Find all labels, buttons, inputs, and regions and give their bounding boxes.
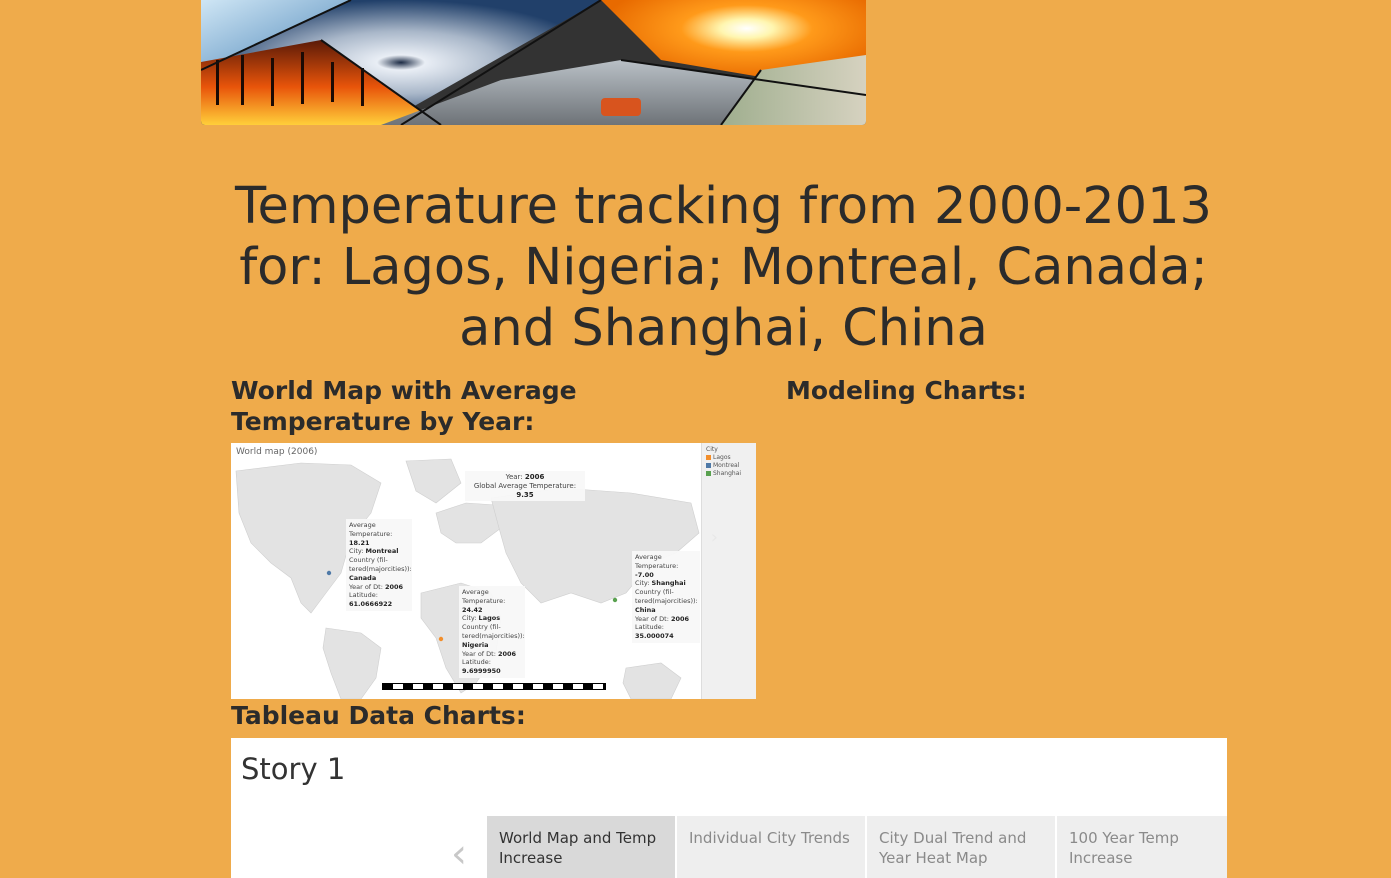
page-title: Temperature tracking from 2000-2013 for:…: [234, 177, 1213, 358]
tooltip-label: Year of Dt:: [462, 649, 496, 658]
tooltip-label: City:: [349, 547, 364, 556]
tooltip-label: Average Temperature:: [635, 553, 679, 570]
map-legend: City Lagos Montreal Shanghai: [701, 443, 756, 699]
tooltip-value: 2006: [497, 649, 517, 658]
weather-banner-image: [201, 0, 866, 125]
tooltip-value: Montreal: [365, 547, 399, 556]
map-scale-bar: [382, 683, 606, 690]
tooltip-label: Country (fil-tered(majorcities)):: [349, 556, 412, 573]
legend-swatch-lagos: [706, 455, 711, 460]
tooltip-label: Country (fil-tered(majorcities)):: [462, 623, 525, 640]
tooltip-value: 2006: [670, 614, 690, 623]
tooltip-value: -7.00: [635, 570, 654, 579]
legend-label: Lagos: [713, 454, 731, 461]
modeling-charts-heading: Modeling Charts:: [786, 376, 1027, 405]
tooltip-value: Lagos: [478, 614, 501, 623]
world-map-heading: World Map with Average Temperature by Ye…: [231, 376, 577, 436]
story-tab-individual-city-trends[interactable]: Individual City Trends: [677, 816, 865, 878]
legend-label: Montreal: [713, 462, 740, 469]
legend-title: City: [706, 446, 718, 453]
tooltip-value: 24.42: [462, 605, 483, 614]
lagos-tooltip: Average Temperature: 24.42 City: Lagos C…: [459, 586, 525, 678]
tooltip-value: China: [635, 605, 656, 614]
tooltip-label: Latitude:: [635, 623, 664, 632]
global-avg-label: Global Average Temperature:: [473, 481, 577, 490]
story-tab-world-map[interactable]: World Map and Temp Increase: [487, 816, 675, 878]
shanghai-tooltip: Average Temperature: -7.00 City: Shangha…: [632, 551, 700, 643]
chevron-left-icon[interactable]: ‹: [451, 831, 467, 877]
tableau-charts-heading: Tableau Data Charts:: [231, 701, 526, 730]
tableau-story-panel: Story 1 ‹ World Map and Temp Increase In…: [231, 738, 1227, 878]
global-avg-value: 9.35: [516, 490, 534, 499]
tooltip-value: 35.000074: [635, 632, 674, 641]
tooltip-label: Year of Dt:: [635, 614, 669, 623]
chevron-right-icon: ›: [710, 527, 718, 548]
tooltip-value: Canada: [349, 573, 377, 582]
tooltip-label: City:: [635, 579, 650, 588]
tooltip-value: Nigeria: [462, 640, 489, 649]
montreal-tooltip: Average Temperature: 18.21 City: Montrea…: [346, 519, 412, 611]
tooltip-value: 9.6999950: [462, 667, 501, 676]
story-tabs: World Map and Temp Increase Individual C…: [487, 816, 1227, 878]
year-label: Year:: [505, 473, 523, 481]
legend-item-montreal: Montreal: [702, 461, 756, 469]
legend-item-lagos: Lagos: [702, 453, 756, 461]
tooltip-label: Latitude:: [462, 658, 491, 667]
tooltip-label: Average Temperature:: [462, 588, 506, 605]
tooltip-label: Year of Dt:: [349, 582, 383, 591]
story-tab-city-dual-trend[interactable]: City Dual Trend and Year Heat Map: [867, 816, 1055, 878]
tooltip-label: Country (fil-tered(majorcities)):: [635, 588, 698, 605]
story-tab-100-year-temp[interactable]: 100 Year Temp Increase: [1057, 816, 1227, 878]
tooltip-value: 61.0666922: [349, 600, 393, 609]
story-title: Story 1: [241, 752, 346, 786]
weather-collage-icon: [201, 0, 866, 125]
legend-item-shanghai: Shanghai: [702, 469, 756, 477]
tooltip-label: City:: [462, 614, 477, 623]
legend-label: Shanghai: [713, 470, 742, 477]
tooltip-label: Latitude:: [349, 591, 378, 600]
tooltip-value: 18.21: [349, 538, 370, 547]
tooltip-label: Average Temperature:: [349, 521, 393, 538]
year-value: 2006: [524, 473, 545, 481]
legend-swatch-shanghai: [706, 471, 711, 476]
tooltip-value: 2006: [384, 582, 404, 591]
map-title: World map (2006): [236, 447, 318, 457]
global-average-tooltip: Year: 2006 Global Average Temperature: 9…: [465, 471, 585, 502]
legend-swatch-montreal: [706, 463, 711, 468]
world-map-preview[interactable]: World map (2006) City Lagos Montreal: [231, 443, 756, 699]
tooltip-value: Shanghai: [651, 579, 686, 588]
